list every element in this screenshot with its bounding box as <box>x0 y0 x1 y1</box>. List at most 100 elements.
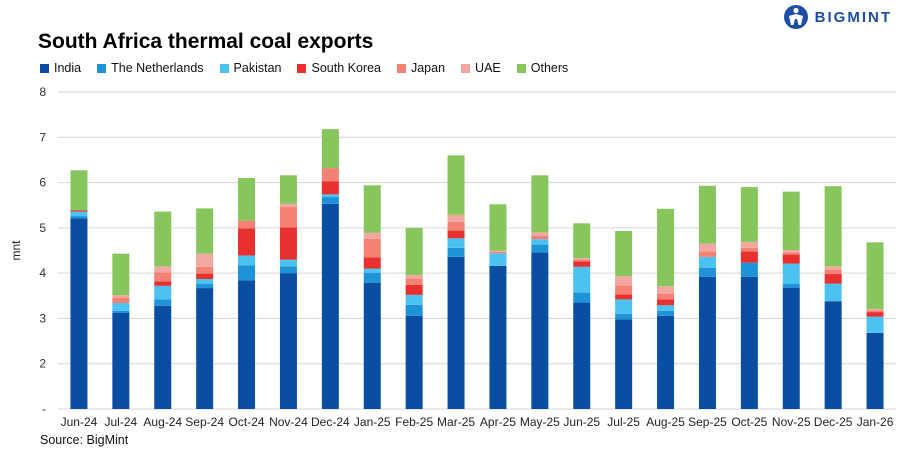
bar-segment-japan <box>279 207 297 228</box>
bar-segment-india <box>112 312 130 409</box>
bar-segment-pakistan <box>154 285 172 300</box>
bar-segment-uae <box>447 214 465 222</box>
bar-segment-india <box>279 273 297 409</box>
bar-segment-uae <box>573 258 591 260</box>
bar-segment-the-netherlands <box>657 310 675 316</box>
bar-segment-south-korea <box>363 257 381 269</box>
bar-segment-others <box>573 223 591 259</box>
x-tick-label: Nov-24 <box>269 415 308 429</box>
bar-segment-others <box>698 185 716 244</box>
bar-segment-south-korea <box>573 261 591 267</box>
bar-segment-india <box>531 252 549 409</box>
bar-segment-japan <box>615 285 633 295</box>
bar-segment-japan <box>531 236 549 240</box>
bar-segment-japan <box>698 251 716 257</box>
legend-item: South Korea <box>297 61 381 75</box>
y-tick-label: 5 <box>39 221 46 235</box>
bar-segment-pakistan <box>363 268 381 273</box>
bar-segment-south-korea <box>866 312 884 317</box>
bar-segment-uae <box>196 253 214 267</box>
x-tick-label: Jul-24 <box>105 415 138 429</box>
x-tick-label: Aug-24 <box>143 415 182 429</box>
x-tick-label: Jun-24 <box>61 415 98 429</box>
bar-segment-the-netherlands <box>615 313 633 320</box>
bar-segment-pakistan <box>238 255 256 266</box>
bar-segment-pakistan <box>866 316 884 333</box>
bar-segment-japan <box>238 220 256 229</box>
bar-segment-uae <box>489 250 507 252</box>
bar-segment-others <box>321 129 339 169</box>
bar-segment-japan <box>405 278 423 285</box>
bar-segment-south-korea <box>824 274 842 284</box>
bar-segment-the-netherlands <box>279 266 297 274</box>
bar-segment-japan <box>489 251 507 254</box>
bar-segment-the-netherlands <box>405 304 423 316</box>
x-tick-label: Jun-25 <box>563 415 600 429</box>
bar-segment-uae <box>866 308 884 311</box>
bar-segment-uae <box>782 250 800 253</box>
bar-segment-india <box>782 287 800 409</box>
bar-segment-south-korea <box>615 294 633 300</box>
bar-segment-south-korea <box>740 251 758 263</box>
bar-segment-others <box>740 187 758 242</box>
x-tick-label: Aug-25 <box>646 415 685 429</box>
bar-segment-others <box>238 178 256 221</box>
bar-segment-india <box>321 203 339 409</box>
bar-segment-the-netherlands <box>740 262 758 277</box>
bar-segment-pakistan <box>489 253 507 266</box>
bar-segment-the-netherlands <box>531 244 549 253</box>
legend-label: Others <box>530 61 569 75</box>
legend-label: Pakistan <box>233 61 282 75</box>
x-tick-label: Mar-25 <box>437 415 475 429</box>
bar-segment-india <box>363 282 381 409</box>
x-tick-label: Sep-24 <box>185 415 224 429</box>
bar-segment-japan <box>196 266 214 274</box>
bar-segment-others <box>782 191 800 251</box>
bar-segment-pakistan <box>112 303 130 311</box>
legend-swatch <box>396 63 406 73</box>
x-tick-label: Feb-25 <box>395 415 433 429</box>
bar-segment-india <box>866 332 884 409</box>
legend-item: UAE <box>461 61 501 75</box>
legend-swatch <box>461 63 471 73</box>
bar-segment-south-korea <box>657 299 675 306</box>
bar-segment-others <box>196 208 214 254</box>
bar-segment-india <box>657 315 675 409</box>
legend-item: Pakistan <box>219 61 282 75</box>
x-tick-label: Jan-25 <box>354 415 391 429</box>
legend-label: The Netherlands <box>111 61 204 75</box>
bar-segment-japan <box>740 247 758 252</box>
bar-segment-others <box>657 208 675 287</box>
legend-swatch <box>219 63 229 73</box>
bar-segment-others <box>112 253 130 296</box>
bar-segment-south-korea <box>405 284 423 295</box>
legend-item: Others <box>516 61 569 75</box>
bar-segment-india <box>824 301 842 409</box>
bar-segment-others <box>279 175 297 204</box>
bar-segment-pakistan <box>531 239 549 245</box>
x-tick-label: Nov-25 <box>772 415 811 429</box>
bar-segment-others <box>447 155 465 215</box>
bar-segment-india <box>196 288 214 409</box>
bar-segment-uae <box>657 286 675 294</box>
bar-segment-pakistan <box>698 256 716 268</box>
bar-segment-uae <box>824 266 842 270</box>
y-tick-label: 2 <box>39 357 46 371</box>
bar-segment-south-korea <box>154 281 172 286</box>
bar-segment-india <box>573 302 591 409</box>
bar-segment-india <box>698 276 716 409</box>
x-tick-label: Dec-25 <box>814 415 853 429</box>
bar-segment-uae <box>363 232 381 239</box>
bar-segment-pakistan <box>447 238 465 248</box>
bar-segment-the-netherlands <box>698 267 716 277</box>
bar-segment-japan <box>154 272 172 282</box>
x-tick-label: Jul-25 <box>607 415 640 429</box>
legend-label: UAE <box>475 61 501 75</box>
bar-segment-india <box>489 265 507 409</box>
bar-segment-others <box>363 185 381 233</box>
legend-item: India <box>40 61 81 75</box>
bar-segment-pakistan <box>196 279 214 285</box>
bar-segment-uae <box>615 276 633 286</box>
y-tick-label: 6 <box>39 176 46 190</box>
